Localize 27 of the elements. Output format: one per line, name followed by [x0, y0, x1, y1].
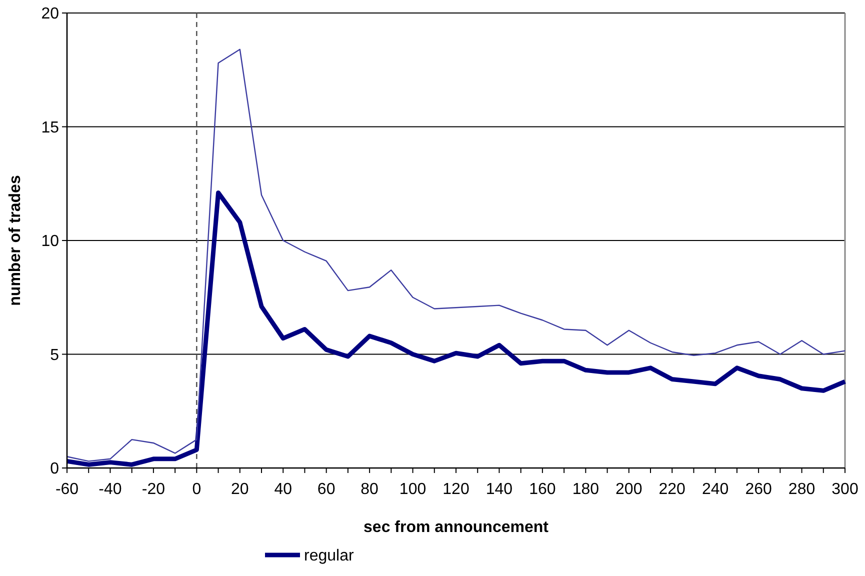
- x-tick-label: -20: [142, 481, 166, 498]
- y-tick-label: 15: [41, 119, 60, 136]
- x-tick-label: 300: [832, 481, 858, 498]
- x-tick-label: 0: [192, 481, 202, 498]
- x-tick-label: 160: [529, 481, 556, 498]
- y-tick-label: 20: [41, 6, 60, 23]
- x-tick-label: -40: [98, 481, 122, 498]
- x-axis-title: sec from announcement: [364, 519, 550, 536]
- x-tick-label: 260: [745, 481, 772, 498]
- x-tick-label: 200: [616, 481, 642, 498]
- legend-label: regular: [304, 548, 354, 565]
- x-tick-label: 220: [658, 481, 686, 498]
- y-tick-label: 10: [41, 233, 60, 250]
- x-tick-label: 100: [399, 481, 426, 498]
- x-tick-label: 180: [572, 481, 600, 498]
- x-tick-label: 80: [360, 481, 379, 498]
- x-tick-label: 140: [486, 481, 513, 498]
- y-axis-title: number of trades: [7, 175, 24, 306]
- x-tick-label: 240: [702, 481, 729, 498]
- x-tick-label: 120: [442, 481, 470, 498]
- y-tick-label: 5: [50, 346, 60, 364]
- y-tick-label: 0: [50, 460, 60, 478]
- x-tick-label: 20: [230, 481, 249, 498]
- x-tick-label: 280: [788, 481, 816, 498]
- x-tick-label: 40: [274, 481, 292, 498]
- x-tick-label: 60: [317, 481, 336, 498]
- x-tick-label: -60: [55, 481, 79, 498]
